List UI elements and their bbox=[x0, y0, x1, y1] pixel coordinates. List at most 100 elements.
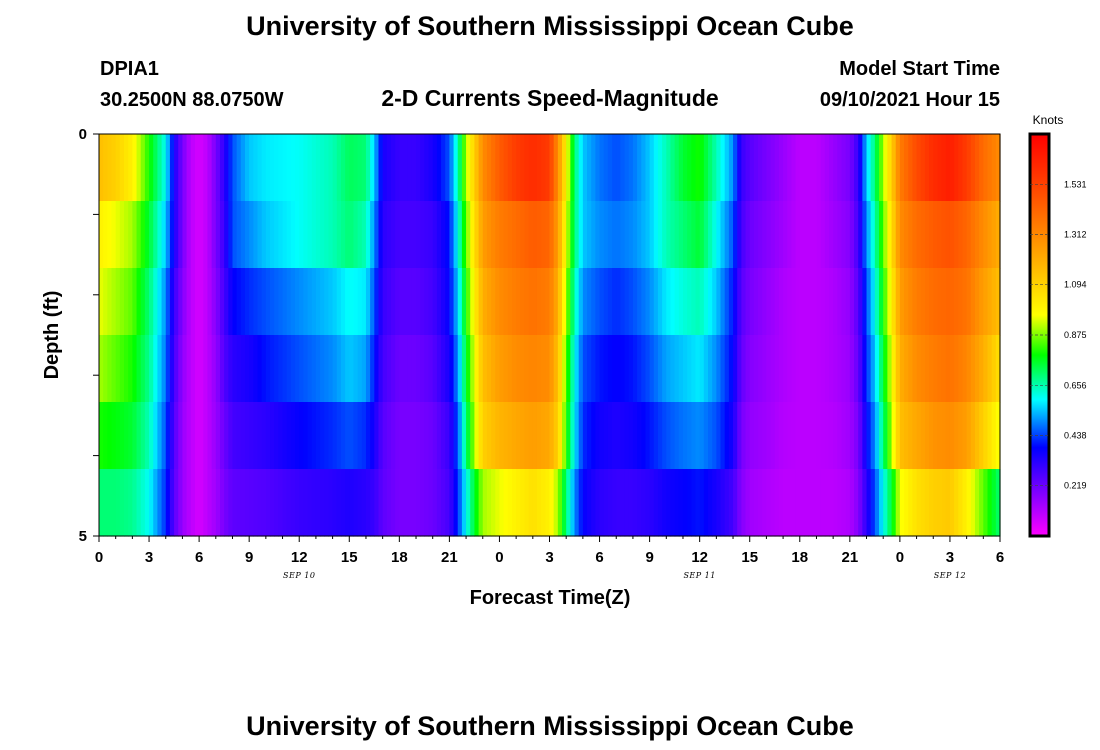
heatmap-cell bbox=[390, 134, 396, 202]
heatmap-cell bbox=[249, 469, 254, 537]
heatmap-cell bbox=[428, 469, 434, 537]
heatmap-cell bbox=[332, 201, 338, 269]
heatmap-cell bbox=[194, 268, 200, 336]
heatmap-cell bbox=[549, 201, 555, 269]
heatmap-cell bbox=[887, 268, 893, 336]
heatmap-cell bbox=[307, 134, 313, 202]
heatmap-cell bbox=[507, 335, 513, 403]
heatmap-cell bbox=[595, 469, 601, 537]
heatmap-cell bbox=[949, 134, 955, 202]
heatmap-cell bbox=[461, 469, 467, 537]
heatmap-cell bbox=[720, 469, 726, 537]
heatmap-cell bbox=[353, 469, 359, 537]
colorbar-title: Knots bbox=[1033, 113, 1064, 127]
heatmap-cell bbox=[979, 402, 984, 470]
heatmap-cell bbox=[407, 402, 413, 470]
heatmap-cell bbox=[753, 201, 759, 269]
heatmap-cell bbox=[99, 201, 104, 269]
heatmap-cell bbox=[124, 469, 129, 537]
heatmap-cell bbox=[720, 201, 726, 269]
heatmap-cell bbox=[232, 201, 238, 269]
heatmap-cell bbox=[849, 134, 855, 202]
heatmap-cell bbox=[753, 134, 759, 202]
x-tick-label: 15 bbox=[741, 549, 758, 566]
heatmap-cell bbox=[624, 469, 630, 537]
heatmap-cell bbox=[278, 469, 284, 537]
heatmap-cell bbox=[353, 201, 359, 269]
heatmap-cell bbox=[870, 134, 876, 202]
heatmap-cell bbox=[190, 469, 196, 537]
heatmap-cell bbox=[578, 335, 584, 403]
heatmap-cell bbox=[236, 469, 242, 537]
heatmap-cell bbox=[549, 335, 555, 403]
heatmap-cell bbox=[249, 402, 254, 470]
heatmap-cell bbox=[958, 201, 964, 269]
heatmap-cell bbox=[332, 335, 338, 403]
heatmap-cell bbox=[253, 469, 259, 537]
heatmap-cell bbox=[799, 469, 805, 537]
heatmap-cell bbox=[203, 201, 209, 269]
heatmap-cell bbox=[670, 201, 676, 269]
heatmap-cell bbox=[144, 335, 150, 403]
heatmap-cell bbox=[378, 201, 384, 269]
heatmap-cell bbox=[324, 268, 330, 336]
x-date-label: SEP 12 bbox=[934, 571, 966, 580]
heatmap-cell bbox=[653, 335, 659, 403]
heatmap-cell bbox=[257, 335, 263, 403]
y-axis: 05 bbox=[79, 126, 99, 545]
heatmap-cell bbox=[587, 402, 592, 470]
heatmap-cell bbox=[774, 335, 780, 403]
heatmap-cell bbox=[295, 402, 300, 470]
heatmap-cell bbox=[895, 469, 901, 537]
heatmap-cell bbox=[974, 402, 980, 470]
heatmap-cell bbox=[478, 469, 484, 537]
heatmap-cell bbox=[908, 268, 913, 336]
heatmap-cell bbox=[503, 335, 509, 403]
heatmap-cell bbox=[524, 402, 530, 470]
heatmap-cell bbox=[178, 268, 184, 336]
heatmap-cell bbox=[662, 134, 667, 202]
heatmap-cell bbox=[491, 402, 496, 470]
heatmap-cell bbox=[753, 402, 759, 470]
heatmap-cell bbox=[678, 268, 684, 336]
heatmap-cell bbox=[728, 402, 734, 470]
heatmap-cell bbox=[249, 268, 254, 336]
heatmap-cell bbox=[165, 469, 171, 537]
heatmap-cell bbox=[249, 201, 254, 269]
heatmap-cell bbox=[841, 268, 847, 336]
heatmap bbox=[99, 134, 1001, 537]
heatmap-cell bbox=[349, 402, 355, 470]
heatmap-cell bbox=[949, 268, 955, 336]
heatmap-cell bbox=[929, 268, 934, 336]
heatmap-cell bbox=[904, 134, 909, 202]
heatmap-cell bbox=[678, 469, 684, 537]
heatmap-cell bbox=[253, 268, 259, 336]
heatmap-cell bbox=[315, 469, 321, 537]
heatmap-cell bbox=[624, 335, 630, 403]
heatmap-cell bbox=[879, 402, 884, 470]
heatmap-cell bbox=[862, 469, 868, 537]
heatmap-cell bbox=[566, 201, 571, 269]
heatmap-cell bbox=[666, 402, 672, 470]
heatmap-cell bbox=[553, 134, 559, 202]
heatmap-cell bbox=[420, 469, 425, 537]
heatmap-cell bbox=[211, 201, 217, 269]
heatmap-cell bbox=[607, 469, 613, 537]
heatmap-cell bbox=[674, 134, 680, 202]
heatmap-cell bbox=[574, 268, 580, 336]
heatmap-cell bbox=[958, 268, 964, 336]
heatmap-cell bbox=[320, 469, 325, 537]
heatmap-cell bbox=[770, 268, 776, 336]
heatmap-cell bbox=[186, 201, 192, 269]
heatmap-cell bbox=[128, 268, 133, 336]
colorbar-tick-label: 1.531 bbox=[1064, 179, 1087, 189]
heatmap-cell bbox=[340, 402, 346, 470]
heatmap-cell bbox=[374, 201, 380, 269]
heatmap-cell bbox=[758, 402, 763, 470]
heatmap-cell bbox=[357, 134, 363, 202]
heatmap-cell bbox=[282, 335, 288, 403]
heatmap-cell bbox=[470, 201, 476, 269]
x-tick-label: 15 bbox=[341, 549, 358, 566]
heatmap-cell bbox=[958, 402, 964, 470]
